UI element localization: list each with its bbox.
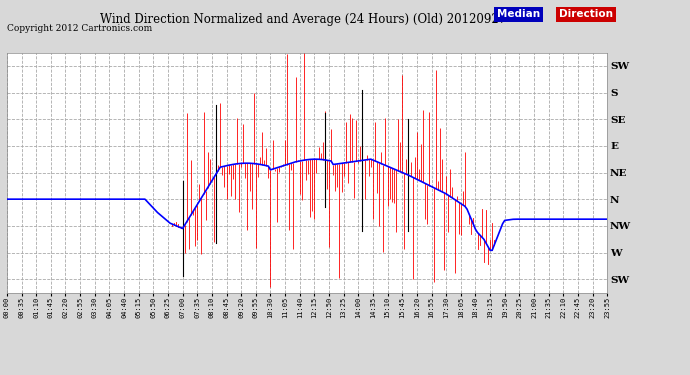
Text: Copyright 2012 Cartronics.com: Copyright 2012 Cartronics.com <box>7 24 152 33</box>
Text: Direction: Direction <box>559 9 613 20</box>
Text: Wind Direction Normalized and Average (24 Hours) (Old) 20120927: Wind Direction Normalized and Average (2… <box>101 13 506 26</box>
Text: Median: Median <box>497 9 540 20</box>
